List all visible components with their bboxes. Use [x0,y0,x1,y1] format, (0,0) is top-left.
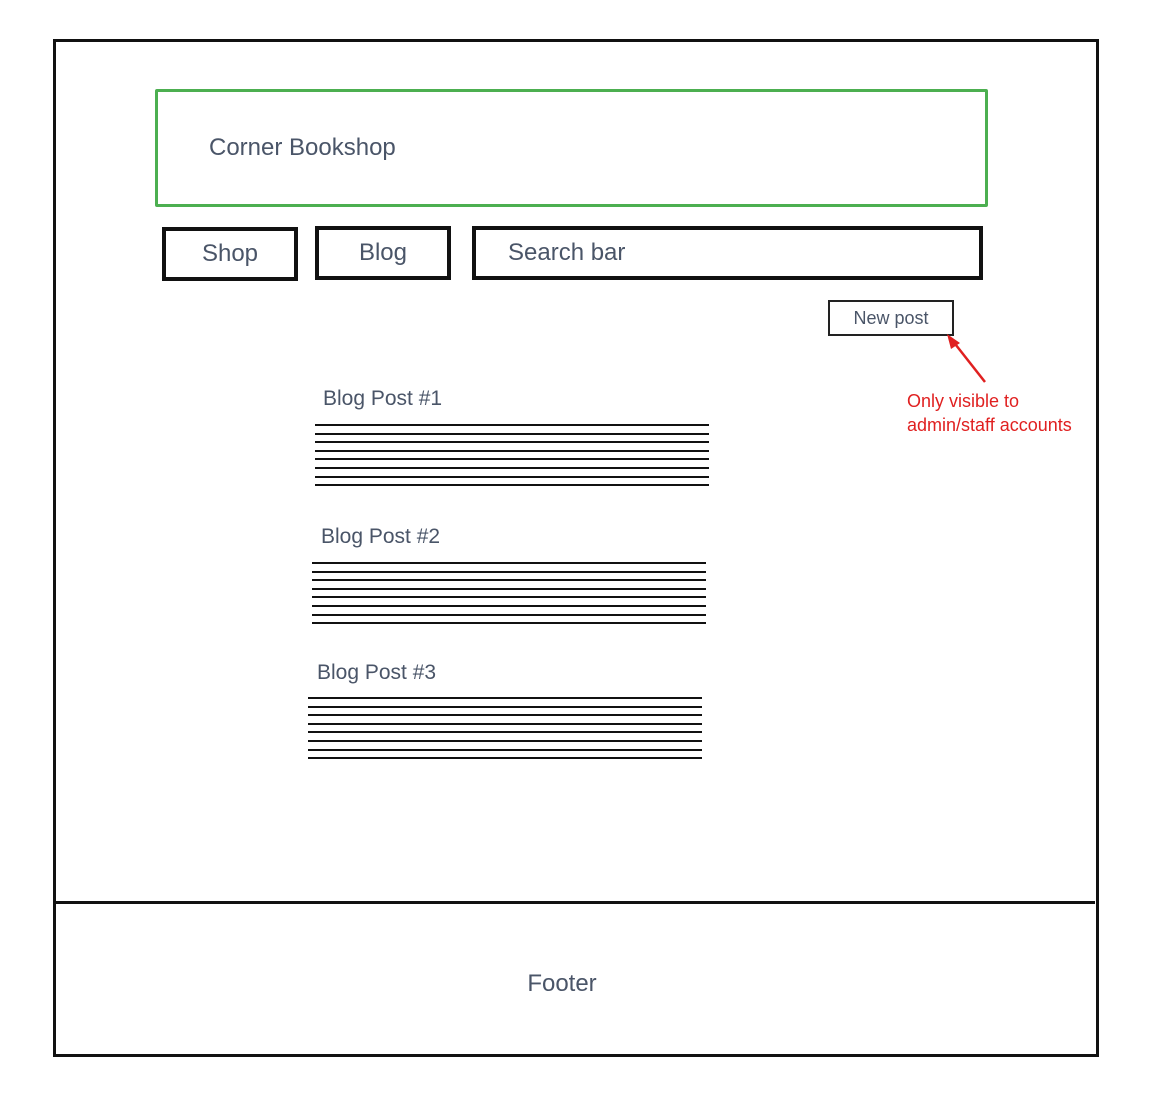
blog-nav-button[interactable]: Blog [315,226,451,280]
blog-post-body-3 [308,697,702,766]
text-line [315,441,709,444]
text-line [312,596,706,599]
text-line [312,613,706,616]
text-line [312,570,706,573]
text-line [315,432,709,435]
text-line [308,705,702,708]
site-title: Corner Bookshop [209,134,396,161]
text-line [312,587,706,590]
text-line [315,458,709,461]
page-frame [53,39,1099,1057]
text-line [315,424,709,426]
text-line [315,475,709,478]
blog-post-title-1[interactable]: Blog Post #1 [323,387,443,410]
blog-post-body-2 [312,562,706,631]
text-line [312,622,706,625]
new-post-label: New post [853,307,929,328]
visibility-annotation: Only visible to admin/staff accounts [907,389,1072,437]
blog-nav-label: Blog [358,239,408,266]
annotation-arrow-icon [947,334,986,383]
blog-post-title-3[interactable]: Blog Post #3 [317,661,437,684]
text-line [315,449,709,452]
text-line [312,604,706,607]
search-bar-label: Search bar [508,239,626,266]
blog-post-title-2[interactable]: Blog Post #2 [321,525,441,548]
footer: Footer [527,970,597,997]
text-line [308,714,702,717]
text-line [308,748,702,751]
site-header: Corner Bookshop [155,89,988,207]
shop-nav-label: Shop [201,240,259,267]
shop-nav-button[interactable]: Shop [162,227,298,281]
text-line [315,466,709,469]
text-line [315,484,709,487]
text-line [312,579,706,582]
text-line [308,757,702,760]
text-line [308,697,702,699]
new-post-button[interactable]: New post [828,300,954,336]
annotation-line-1: Only visible to [907,391,1020,411]
blog-post-body-1 [315,424,709,493]
text-line [308,739,702,742]
text-line [308,722,702,725]
annotation-line-2: admin/staff accounts [907,415,1072,435]
text-line [312,562,706,564]
footer-divider [55,901,1095,904]
text-line [308,731,702,734]
search-bar[interactable]: Search bar [472,226,983,280]
